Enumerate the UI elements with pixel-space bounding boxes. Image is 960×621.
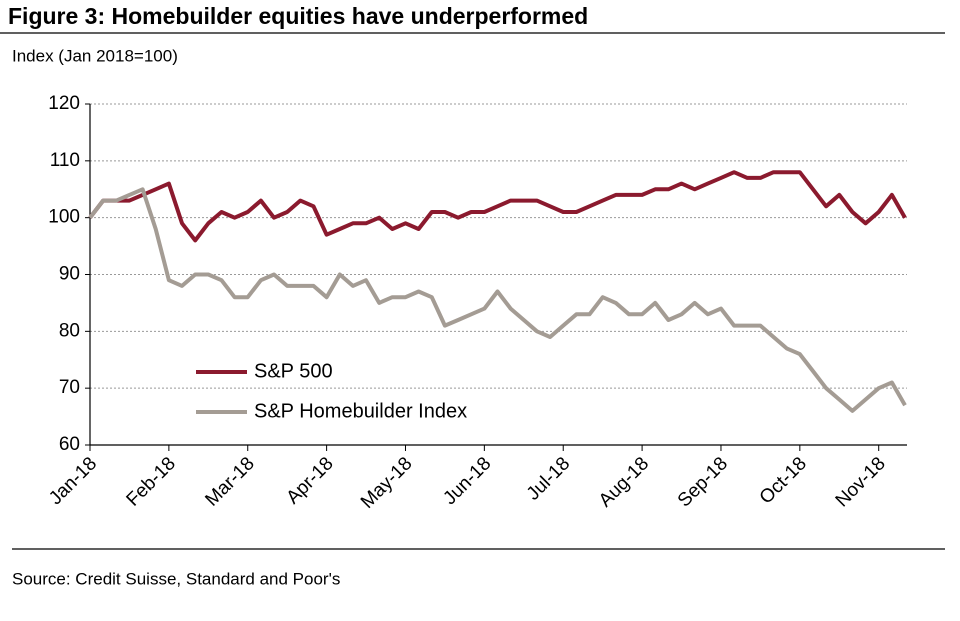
subtitle: Index (Jan 2018=100)	[12, 46, 178, 65]
x-tick-label: Sep-18	[674, 453, 732, 511]
series-line	[88, 187, 907, 413]
y-tick-label: 90	[59, 264, 80, 285]
x-tick-label: Jul-18	[523, 453, 574, 504]
y-tick-label: 110	[50, 150, 80, 171]
y-tick-label: 100	[48, 207, 80, 228]
x-tick-label: Aug-18	[595, 453, 653, 511]
y-tick-label: 120	[48, 93, 80, 114]
legend-label: S&P Homebuilder Index	[254, 400, 467, 422]
chart-title: Figure 3: Homebuilder equities have unde…	[8, 3, 588, 29]
series-line	[88, 170, 907, 243]
legend-label: S&P 500	[254, 360, 333, 382]
source: Source: Credit Suisse, Standard and Poor…	[12, 569, 340, 588]
x-tick-label: Nov-18	[832, 453, 890, 511]
x-tick-label: Jun-18	[439, 453, 495, 509]
y-tick-label: 80	[59, 320, 80, 341]
y-tick-label: 60	[59, 434, 80, 455]
x-tick-label: Feb-18	[123, 453, 180, 510]
x-tick-label: Jan-18	[45, 453, 101, 509]
x-tick-label: Apr-18	[283, 453, 338, 508]
y-tick-label: 70	[59, 377, 80, 398]
x-tick-label: Oct-18	[756, 453, 811, 508]
x-tick-label: May-18	[357, 453, 417, 513]
x-tick-label: Mar-18	[201, 453, 258, 510]
